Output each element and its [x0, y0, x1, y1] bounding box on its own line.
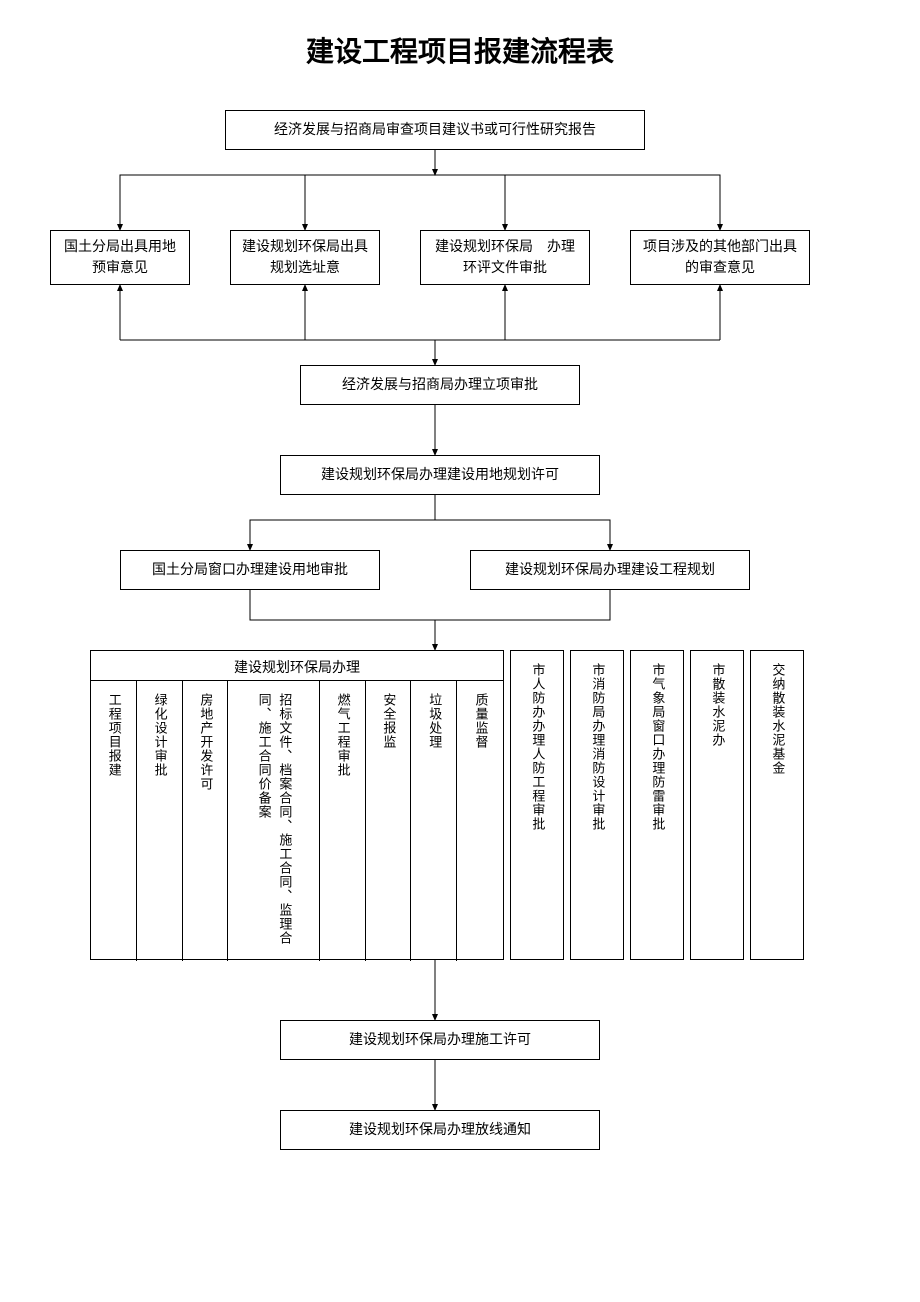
- column-label: 安全报监: [378, 693, 399, 749]
- column-label: 工程项目报建: [103, 693, 124, 777]
- column-label: 招标文件、档案合同、施工合同、监理合同、施工合同价备案: [253, 693, 295, 949]
- column-cell: 房地产开发许可: [183, 681, 229, 961]
- page-title: 建设工程项目报建流程表: [30, 30, 890, 70]
- node-n2d: 项目涉及的其他部门出具的审查意见: [630, 230, 810, 285]
- node-n5a: 国土分局窗口办理建设用地审批: [120, 550, 380, 590]
- standalone-column: 交纳散装水泥基金: [750, 650, 804, 960]
- column-label: 市散装水泥办: [707, 663, 728, 747]
- column-cell: 质量监督: [457, 681, 503, 961]
- column-cell: 招标文件、档案合同、施工合同、监理合同、施工合同价备案: [228, 681, 320, 961]
- node-n5b: 建设规划环保局办理建设工程规划: [470, 550, 750, 590]
- column-cell: 工程项目报建: [91, 681, 137, 961]
- node-n2a: 国土分局出具用地预审意见: [50, 230, 190, 285]
- column-label: 市消防局办理消防设计审批: [587, 663, 608, 831]
- standalone-column: 市散装水泥办: [690, 650, 744, 960]
- column-cell: 安全报监: [366, 681, 412, 961]
- node-n1: 经济发展与招商局审查项目建议书或可行性研究报告: [225, 110, 645, 150]
- column-group-header: 建设规划环保局办理: [91, 651, 503, 681]
- column-label: 市气象局窗口办理防雷审批: [647, 663, 668, 831]
- column-label: 燃气工程审批: [332, 693, 353, 777]
- node-n8: 建设规划环保局办理放线通知: [280, 1110, 600, 1150]
- flowchart-container: 经济发展与招商局审查项目建议书或可行性研究报告 国土分局出具用地预审意见 建设规…: [30, 110, 890, 1260]
- grouped-columns: 建设规划环保局办理工程项目报建 绿化设计审批 房地产开发许可 招标文件、档案合同、施工…: [90, 650, 504, 960]
- column-cell: 垃圾处理: [411, 681, 457, 961]
- column-label: 质量监督: [470, 693, 491, 749]
- node-n7: 建设规划环保局办理施工许可: [280, 1020, 600, 1060]
- column-label: 房地产开发许可: [195, 693, 216, 791]
- node-n3: 经济发展与招商局办理立项审批: [300, 365, 580, 405]
- column-cell: 绿化设计审批: [137, 681, 183, 961]
- column-label: 交纳散装水泥基金: [767, 663, 788, 775]
- column-group: 建设规划环保局办理工程项目报建 绿化设计审批 房地产开发许可 招标文件、档案合同、施工…: [90, 650, 830, 960]
- standalone-column: 市人防办办理人防工程审批: [510, 650, 564, 960]
- column-cell: 燃气工程审批: [320, 681, 366, 961]
- column-label: 市人防办办理人防工程审批: [527, 663, 548, 831]
- column-label: 绿化设计审批: [149, 693, 170, 777]
- node-n4: 建设规划环保局办理建设用地规划许可: [280, 455, 600, 495]
- node-n2c: 建设规划环保局 办理环评文件审批: [420, 230, 590, 285]
- column-label: 垃圾处理: [423, 693, 444, 749]
- standalone-column: 市消防局办理消防设计审批: [570, 650, 624, 960]
- node-n2b: 建设规划环保局出具规划选址意: [230, 230, 380, 285]
- standalone-column: 市气象局窗口办理防雷审批: [630, 650, 684, 960]
